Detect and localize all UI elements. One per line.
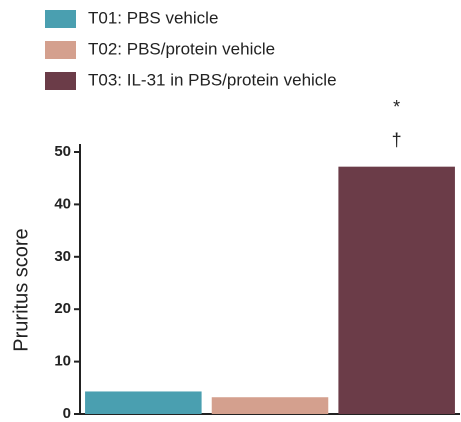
legend-label: T03: IL-31 in PBS/protein vehicle [88,70,337,89]
annotation: † [392,130,402,150]
y-tick-label: 0 [63,405,71,422]
legend-swatch [45,72,76,90]
y-tick-label: 30 [54,248,71,265]
y-tick-label: 50 [54,143,71,160]
legend-label: T01: PBS vehicle [88,8,218,27]
legend-swatch [45,10,76,28]
bar [85,391,202,414]
y-tick-label: 10 [54,353,71,370]
y-axis-label: Pruritus score [10,228,32,351]
legend-swatch [45,41,76,59]
y-tick-label: 20 [54,300,71,317]
bar [211,397,329,414]
bar [338,166,455,414]
y-tick-label: 40 [54,195,71,212]
annotation: * [393,97,400,117]
legend-label: T02: PBS/protein vehicle [88,39,275,58]
